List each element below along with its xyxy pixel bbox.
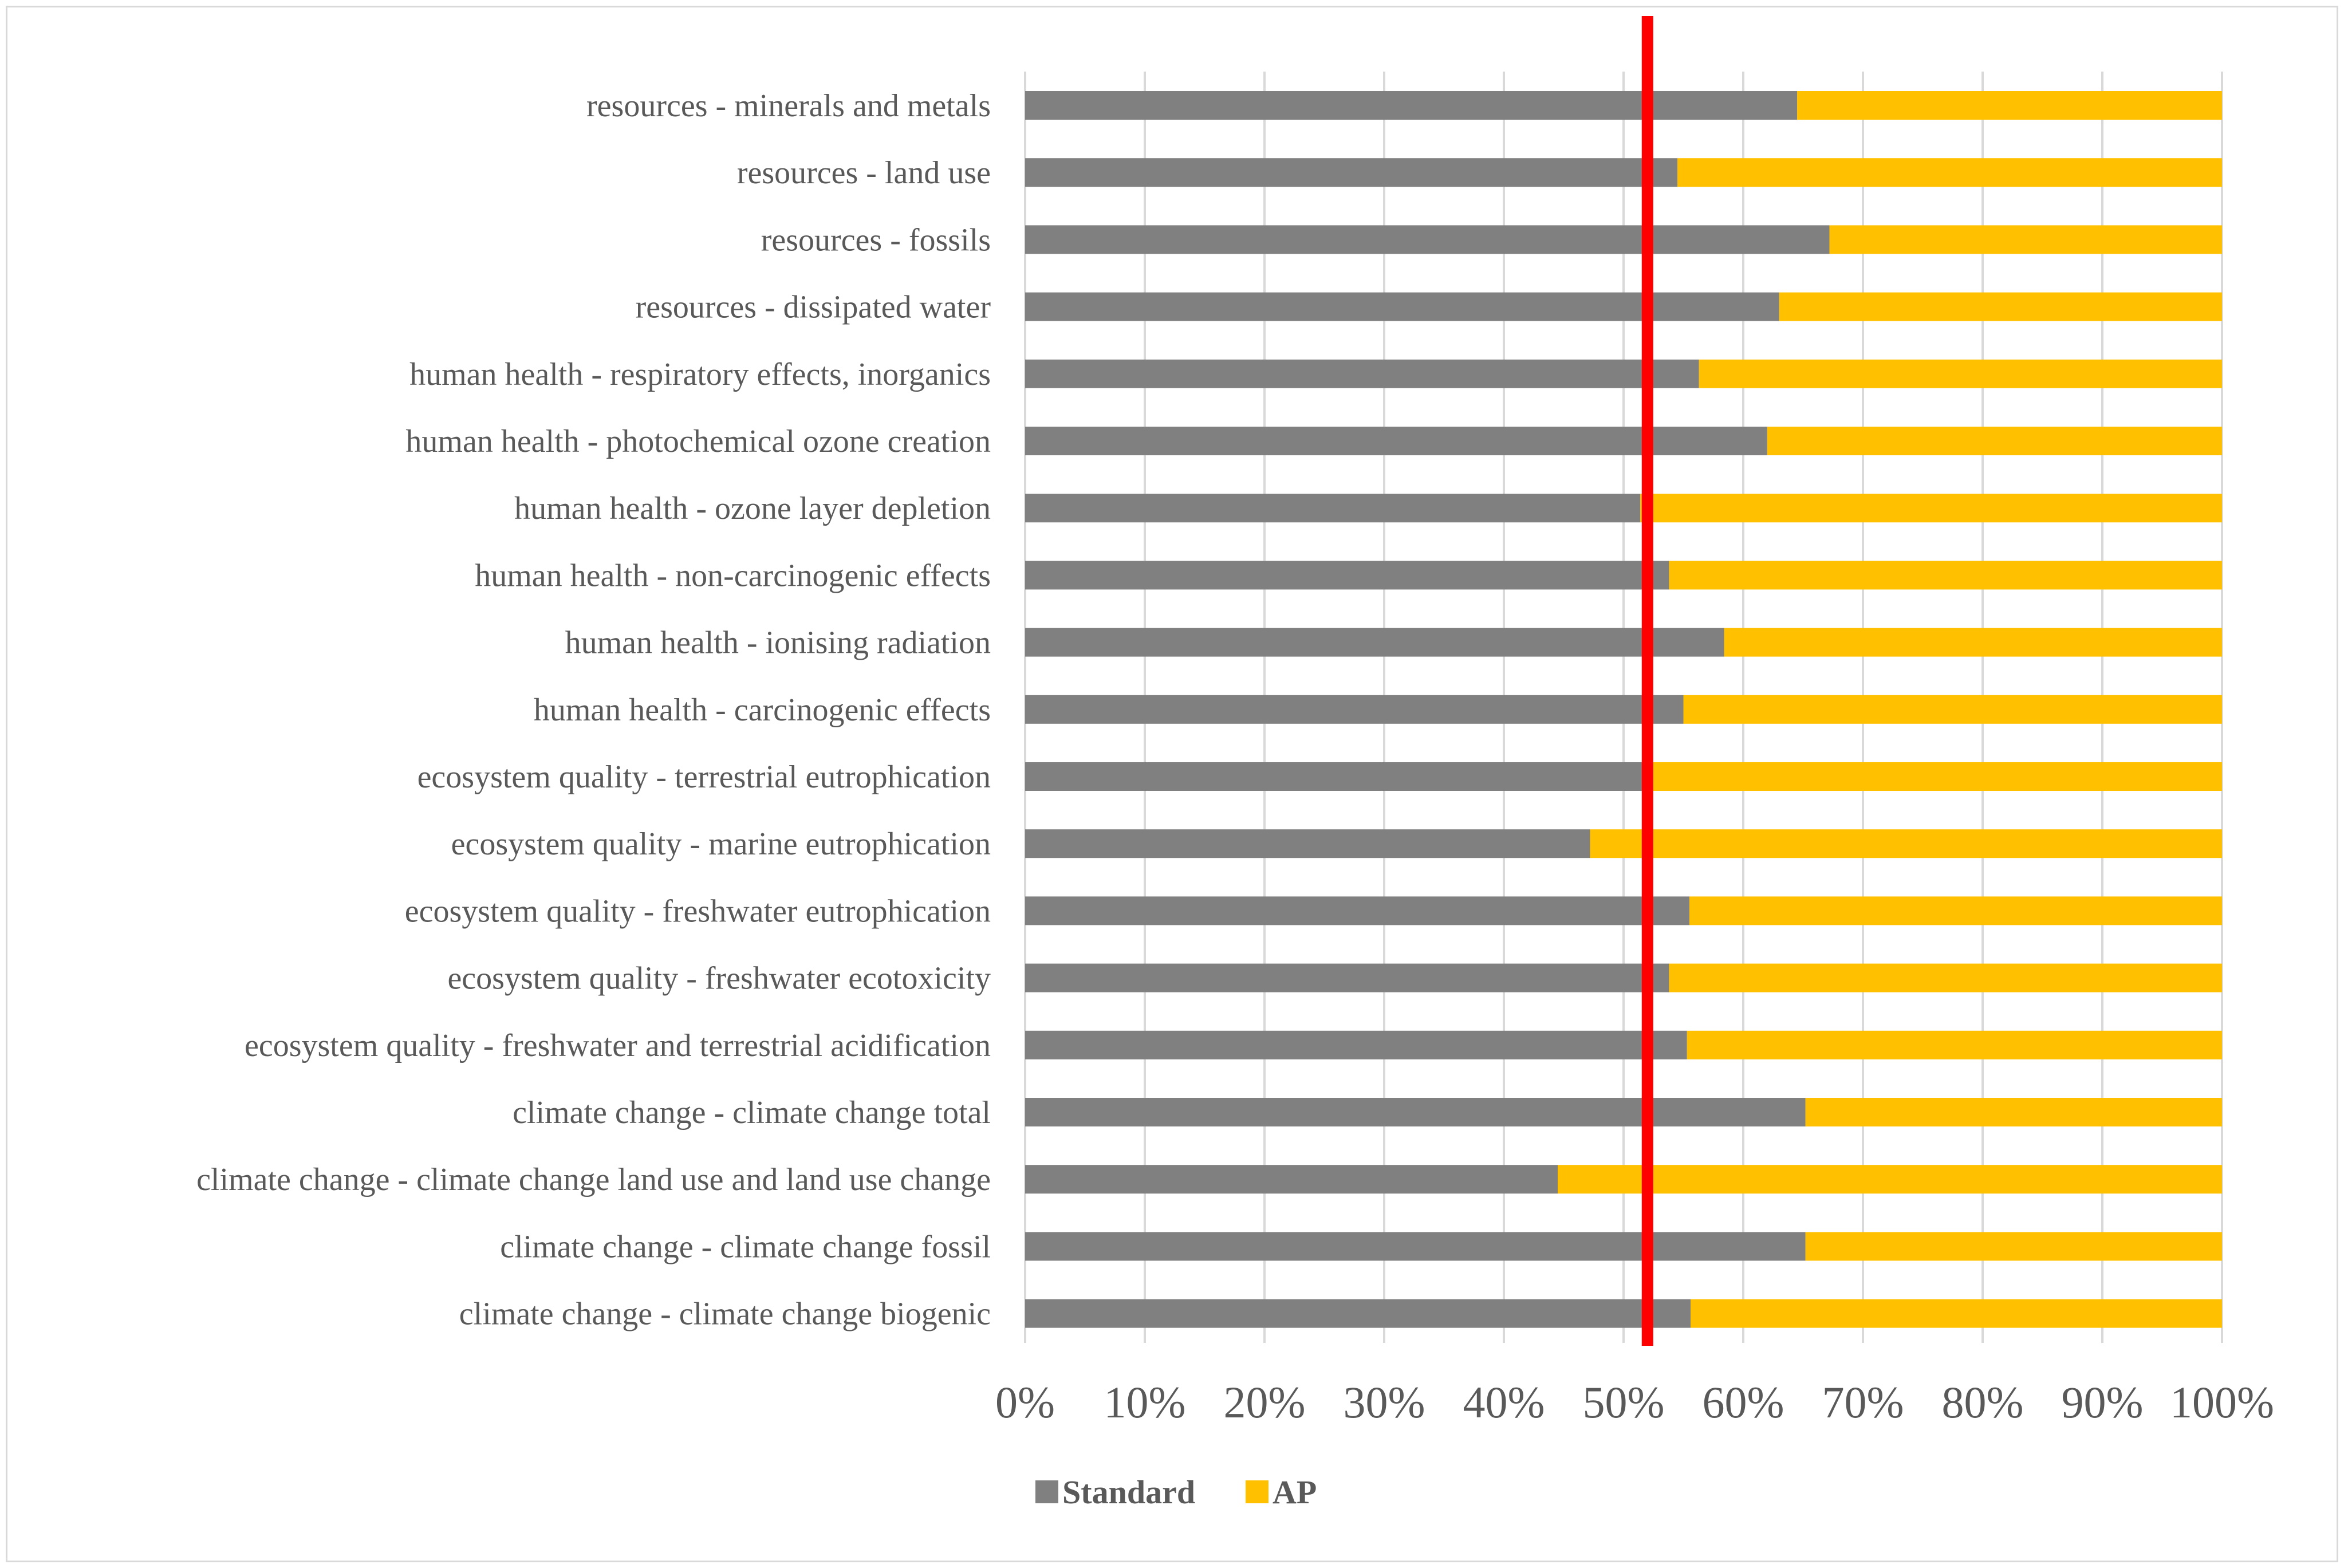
bar-standard-2 (1025, 225, 1830, 254)
category-label: human health - respiratory effects, inor… (409, 357, 991, 392)
legend: Standard AP (1035, 1474, 1317, 1511)
x-tick-label: 30% (1344, 1377, 1425, 1427)
bar-ap-12 (1689, 896, 2222, 925)
category-label: human health - ozone layer depletion (514, 491, 991, 526)
bar-ap-4 (1699, 359, 2222, 388)
x-tick-label: 40% (1463, 1377, 1545, 1427)
bar-standard-12 (1025, 896, 1689, 925)
category-label: human health - carcinogenic effects (534, 692, 991, 728)
bar-standard-11 (1025, 829, 1590, 858)
category-label: ecosystem quality - freshwater ecotoxici… (447, 961, 991, 996)
bar-ap-18 (1691, 1299, 2222, 1328)
category-label: ecosystem quality - marine eutrophicatio… (451, 826, 991, 862)
bar-standard-0 (1025, 91, 1798, 120)
category-label: human health - photochemical ozone creat… (405, 424, 991, 459)
bar-standard-1 (1025, 158, 1678, 187)
bar-ap-3 (1779, 292, 2222, 321)
bar-ap-1 (1677, 158, 2222, 187)
bar-ap-2 (1829, 225, 2222, 254)
bar-standard-14 (1025, 1030, 1687, 1059)
category-label: resources - land use (737, 155, 991, 191)
bar-standard-8 (1025, 628, 1724, 657)
bar-ap-6 (1640, 494, 2222, 523)
bar-ap-9 (1683, 695, 2222, 724)
category-label: ecosystem quality - freshwater eutrophic… (405, 893, 991, 929)
legend-swatch-ap (1246, 1480, 1268, 1503)
category-label: human health - ionising radiation (565, 625, 991, 661)
bar-ap-5 (1767, 427, 2222, 455)
x-tick-label: 10% (1104, 1377, 1186, 1427)
bar-standard-16 (1025, 1165, 1558, 1194)
bar-standard-18 (1025, 1299, 1691, 1328)
category-label: resources - fossils (761, 222, 991, 258)
bar-standard-5 (1025, 427, 1767, 455)
bar-standard-13 (1025, 963, 1669, 992)
bar-standard-10 (1025, 762, 1648, 791)
category-label: human health - non-carcinogenic effects (475, 558, 991, 593)
x-tick-label: 50% (1583, 1377, 1665, 1427)
x-tick-label: 0% (995, 1377, 1055, 1427)
bar-ap-8 (1724, 628, 2222, 657)
bar-standard-17 (1025, 1232, 1806, 1261)
category-label: ecosystem quality - freshwater and terre… (245, 1028, 991, 1063)
bar-ap-10 (1647, 762, 2222, 791)
bar-ap-15 (1805, 1098, 2222, 1126)
x-tick-label: 60% (1703, 1377, 1784, 1427)
category-label: resources - dissipated water (636, 290, 991, 325)
legend-swatch-standard (1035, 1480, 1058, 1503)
legend-label-ap: AP (1273, 1474, 1317, 1511)
x-tick-label: 90% (2062, 1377, 2144, 1427)
x-tick-label: 80% (1942, 1377, 2024, 1427)
category-label: climate change - climate change total (513, 1095, 991, 1130)
bar-ap-17 (1805, 1232, 2222, 1261)
bar-standard-4 (1025, 359, 1699, 388)
x-tick-label: 20% (1224, 1377, 1306, 1427)
bar-standard-3 (1025, 292, 1779, 321)
x-tick-label: 70% (1822, 1377, 1904, 1427)
bar-standard-9 (1025, 695, 1684, 724)
bar-ap-13 (1669, 963, 2222, 992)
category-labels: resources - minerals and metals resources… (196, 88, 991, 1332)
category-label: climate change - climate change fossil (500, 1229, 991, 1264)
legend-label-standard: Standard (1062, 1474, 1195, 1511)
category-label: climate change - climate change biogenic (459, 1297, 991, 1332)
category-label: resources - minerals and metals (586, 88, 991, 124)
category-label: ecosystem quality - terrestrial eutrophi… (417, 759, 991, 795)
bar-ap-14 (1687, 1030, 2222, 1059)
x-tick-label: 100% (2170, 1377, 2274, 1427)
bar-ap-16 (1558, 1165, 2222, 1194)
category-label: climate change - climate change land use… (196, 1162, 991, 1197)
bar-ap-7 (1669, 561, 2222, 590)
bar-ap-11 (1590, 829, 2222, 858)
bar-standard-6 (1025, 494, 1641, 523)
bars (1025, 91, 2222, 1328)
bar-standard-7 (1025, 561, 1669, 590)
bar-ap-0 (1797, 91, 2222, 120)
x-axis-ticks: 0% 10% 20% 30% 40% 50% 60% 70% 80% 90% 100% (995, 1377, 2274, 1427)
bar-standard-15 (1025, 1098, 1806, 1126)
